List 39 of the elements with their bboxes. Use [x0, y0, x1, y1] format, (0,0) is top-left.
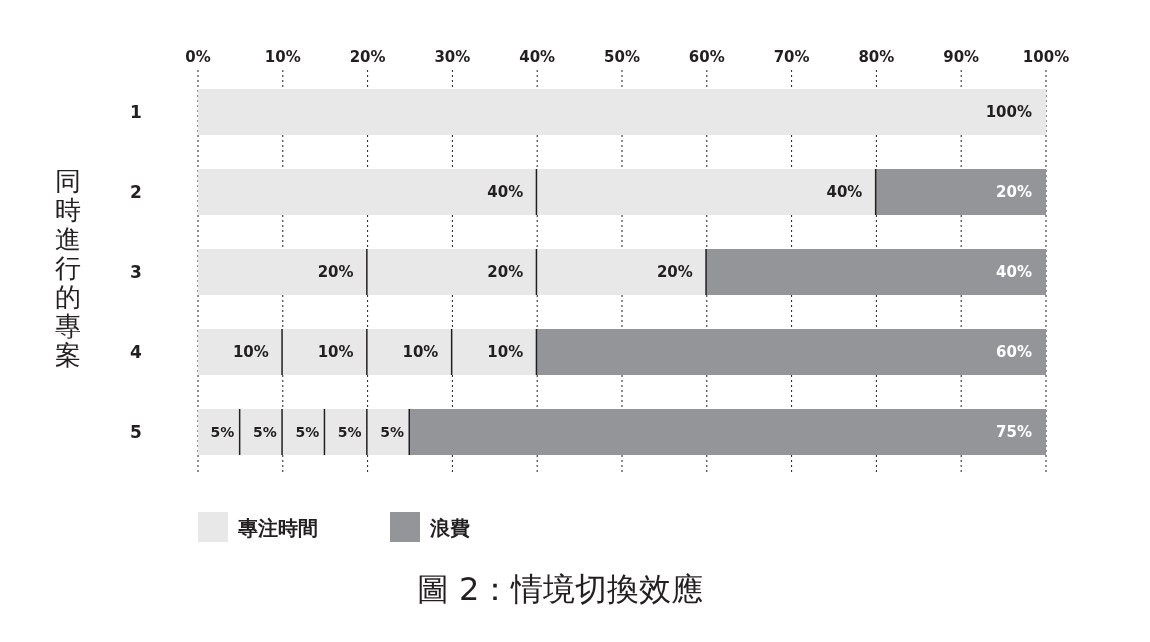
- data-label: 10%: [402, 343, 439, 361]
- data-label: 40%: [487, 183, 524, 201]
- data-label: 10%: [487, 343, 524, 361]
- x-tick-label: 70%: [773, 48, 810, 66]
- data-label: 40%: [826, 183, 863, 201]
- y-tick-label: 5: [130, 422, 142, 442]
- text: 圖 2：情境切換效應: [416, 570, 704, 608]
- x-tick-label: 30%: [434, 48, 471, 66]
- x-tick-label: 40%: [519, 48, 556, 66]
- data-label: 75%: [996, 423, 1032, 441]
- x-tick-label: 90%: [943, 48, 980, 66]
- data-label: 5%: [380, 424, 404, 440]
- data-label: 20%: [996, 183, 1032, 201]
- data-label: 100%: [985, 103, 1032, 121]
- data-label: 5%: [295, 424, 320, 440]
- data-label: 20%: [317, 263, 354, 281]
- x-tick-label: 10%: [264, 48, 301, 66]
- y-tick-label: 4: [130, 342, 143, 362]
- data-label: 40%: [996, 263, 1032, 281]
- y-tick-label: 3: [130, 262, 142, 282]
- data-label: 20%: [487, 263, 524, 281]
- x-tick-label: 60%: [688, 48, 725, 66]
- data-label: 10%: [232, 343, 269, 361]
- x-tick-label: 50%: [604, 48, 640, 66]
- legend-label: 專注時間: [237, 516, 318, 540]
- data-label: 60%: [996, 343, 1032, 361]
- x-tick-label: 0%: [185, 48, 211, 66]
- data-label: 5%: [253, 424, 277, 440]
- data-label: 5%: [337, 424, 362, 440]
- x-tick-label: 100%: [1022, 48, 1070, 66]
- legend-label: 浪費: [429, 516, 470, 540]
- data-label: 20%: [656, 263, 693, 281]
- y-axis-title: 同時進行的專案: [55, 166, 81, 370]
- x-tick-label: 20%: [349, 48, 386, 66]
- y-tick-label: 1: [130, 102, 142, 122]
- data-label: 10%: [317, 343, 354, 361]
- x-tick-label: 80%: [858, 48, 895, 66]
- data-label: 5%: [210, 424, 235, 440]
- y-tick-label: 2: [130, 182, 142, 202]
